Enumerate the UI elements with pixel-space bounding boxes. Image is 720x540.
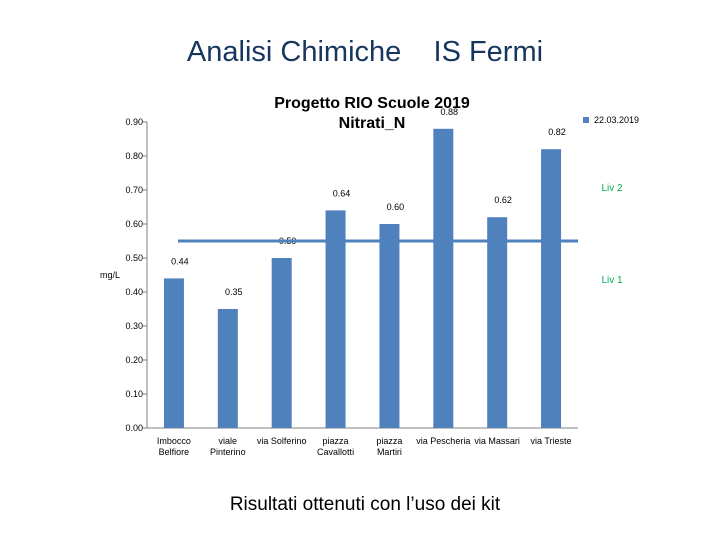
footer-caption: Risultati ottenuti con l’uso dei kit	[229, 494, 501, 515]
slide-title: Analisi Chimiche IS Fermi	[186, 36, 544, 68]
x-category-label: Martiri	[377, 447, 402, 457]
x-category-label: via Solferino	[257, 436, 307, 446]
y-tick-label: 0.00	[125, 423, 143, 433]
chart-title: Progetto RIO Scuole 2019	[274, 95, 470, 112]
x-category-label: viale	[219, 436, 238, 446]
y-tick-label: 0.90	[125, 117, 143, 127]
legend-series-label: 22.03.2019	[594, 115, 639, 125]
bar	[325, 210, 346, 428]
y-tick-label: 0.30	[125, 321, 143, 331]
legend-swatch	[583, 117, 589, 123]
y-tick-label: 0.80	[125, 151, 143, 161]
bar-value-label: 0.64	[333, 188, 351, 198]
bar	[487, 217, 508, 428]
level-label: Liv 1	[601, 275, 623, 286]
bar	[163, 278, 184, 428]
plot-area: 0.00 0.10 0.20 0.30 0.40 0.50 0.60 0.70 0.80 0.90…	[125, 107, 578, 457]
chart-subtitle: Nitrati_N	[339, 115, 406, 132]
y-axis-label: mg/L	[100, 270, 120, 280]
bar-value-label: 0.44	[171, 256, 189, 266]
level-labels: Liv 2 Liv 1	[601, 183, 623, 286]
y-tick-label: 0.70	[125, 185, 143, 195]
x-category-label: Imbocco	[157, 436, 191, 446]
bar-value-label: 0.62	[494, 195, 512, 205]
legend: 22.03.2019	[583, 115, 639, 125]
bar	[433, 128, 454, 429]
bar-value-label: 0.60	[387, 202, 405, 212]
level-label: Liv 2	[601, 183, 623, 194]
x-category-label: via Trieste	[531, 436, 572, 446]
x-category-label: Belfiore	[159, 447, 190, 457]
x-category-label: via Pescheria	[416, 436, 470, 446]
y-tick-label: 0.40	[125, 287, 143, 297]
bar	[271, 258, 292, 428]
x-category-label: piazza	[376, 436, 402, 446]
bar-value-label: 0.35	[225, 287, 243, 297]
y-tick-label: 0.50	[125, 253, 143, 263]
bar	[217, 309, 238, 428]
x-category-label: Pinterino	[210, 447, 246, 457]
bar-value-label: 0.82	[548, 127, 566, 137]
x-category-label: piazza	[323, 436, 349, 446]
y-tick-label: 0.10	[125, 389, 143, 399]
bar-value-label: 0.88	[441, 107, 459, 117]
y-tick-label: 0.60	[125, 219, 143, 229]
x-category-label: via Massari	[474, 436, 520, 446]
bar	[541, 149, 562, 428]
bar	[379, 224, 400, 428]
x-category-label: Cavallotti	[317, 447, 354, 457]
y-tick-label: 0.20	[125, 355, 143, 365]
